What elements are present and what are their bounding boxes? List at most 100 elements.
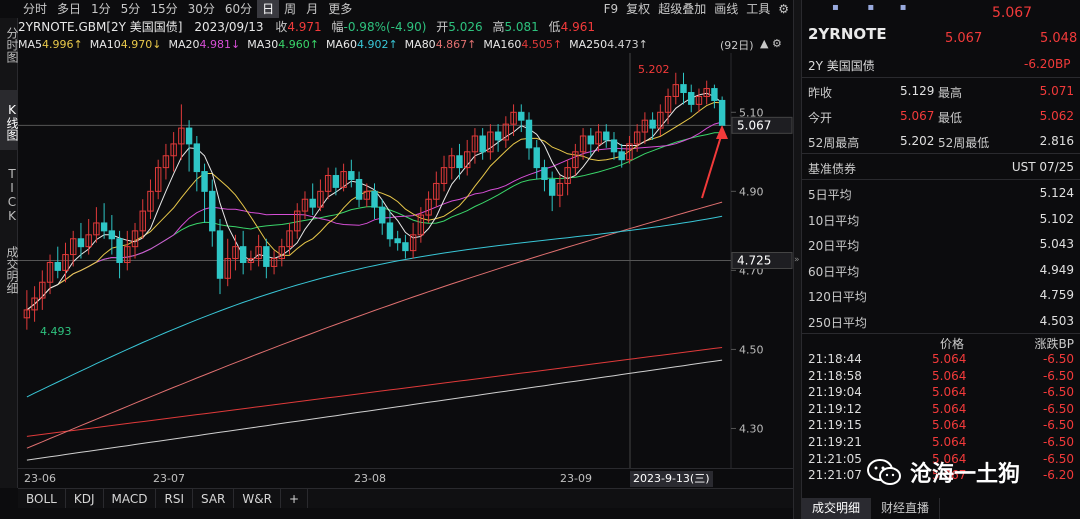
low-label: 低 <box>548 20 561 34</box>
collapse-legend-icon[interactable]: ▲ ⚙ <box>760 37 782 50</box>
price-tag: 4.725 <box>737 254 771 268</box>
tick-price: 5.067 <box>932 468 967 483</box>
candle-body <box>425 198 432 216</box>
avg-value: 5.102 <box>1039 211 1074 226</box>
left-tab-1[interactable]: K线图 <box>0 90 19 150</box>
candle-body <box>548 178 556 196</box>
symbol-label: 2YRNOTE.GBM[2Y 美国国债] <box>18 20 183 34</box>
left-tab-2[interactable]: TICK <box>5 167 19 223</box>
candle-body <box>664 95 672 113</box>
tick-bp: -6.50 <box>1042 435 1074 449</box>
candle-body <box>263 246 270 267</box>
indicator-tab-0[interactable]: BOLL <box>18 489 66 508</box>
bench-value: UST 07/25 <box>1011 160 1074 174</box>
high-value: 5.081 <box>504 20 539 34</box>
period-tab-7[interactable]: 日 <box>257 0 280 18</box>
indicator-tab-4[interactable]: SAR <box>193 489 235 508</box>
candle-body <box>340 171 347 188</box>
tick-time: 21:21:07 <box>808 468 862 483</box>
range-label[interactable]: (92日) <box>720 39 754 52</box>
tick-time: 21:18:58 <box>808 368 862 383</box>
avg-value: 5.124 <box>1039 186 1074 200</box>
tick-time: 21:18:44 <box>808 352 862 366</box>
candle-body <box>556 182 564 196</box>
candle-body <box>185 127 193 145</box>
period-tab-9[interactable]: 月 <box>306 2 319 16</box>
stat-row-2: 52周最高 5.202 52周最低 2.816 <box>808 129 1074 153</box>
period-tab-0[interactable]: 分时 <box>23 2 48 16</box>
wechat-icon <box>867 459 901 485</box>
chevron-right-icon: » <box>794 255 800 265</box>
tick-bp: -6.50 <box>1042 385 1074 400</box>
tool-1[interactable]: 复权 <box>626 2 651 16</box>
period-tab-3[interactable]: 5分 <box>120 2 141 16</box>
panel-tab-1[interactable]: 财经直播 <box>871 498 941 519</box>
tool-2[interactable]: 超级叠加 <box>658 2 707 16</box>
period-tab-10[interactable]: 更多 <box>328 2 353 16</box>
stat-value-a: 5.129 <box>900 84 935 98</box>
candle-body <box>77 238 85 248</box>
stat-value-a: 5.202 <box>900 134 935 148</box>
candle-body <box>301 198 309 212</box>
ma-name-5: MA80 <box>404 38 436 51</box>
period-tab-5[interactable]: 30分 <box>187 2 215 16</box>
tick-header-bp: 涨跌BP <box>1034 337 1074 351</box>
stat-row-0: 昨收 5.129 最高 5.071 <box>808 79 1074 103</box>
ma-value-6: 4.505↑ <box>521 38 563 51</box>
period-tab-2[interactable]: 1分 <box>91 2 111 16</box>
candle-body <box>688 92 695 105</box>
tick-bp: -6.50 <box>1042 451 1074 466</box>
candle-body <box>348 171 355 180</box>
avg-value: 5.043 <box>1039 237 1074 251</box>
candle-body <box>255 246 262 260</box>
tick-bp: -6.50 <box>1042 352 1074 366</box>
quote-side-panel: ▪ ▪ ▪ 5.067 2YRNOTE 5.067 5.048 2Y 美国国债 … <box>802 0 1080 519</box>
panel-top-price: 5.067 <box>992 5 1033 21</box>
candle-body <box>564 167 571 184</box>
stat-label-a: 昨收 <box>808 86 833 100</box>
panel-pin-icons[interactable]: ▪ ▪ ▪ <box>832 2 907 13</box>
indicator-tab-6[interactable]: + <box>281 489 308 508</box>
x-label-0: 23-06 <box>24 472 56 485</box>
avg-row-1: 10日平均 5.102 <box>808 207 1074 231</box>
left-tab-0[interactable]: 分时图 <box>5 27 19 63</box>
panel-tab-0[interactable]: 成交明细 <box>802 498 872 519</box>
candle-body <box>433 182 440 200</box>
ma80-line <box>26 201 723 449</box>
indicator-tab-2[interactable]: MACD <box>104 489 157 508</box>
settings-gear-icon[interactable]: ⚙ <box>778 2 789 16</box>
candle-body <box>487 131 494 153</box>
left-tab-3[interactable]: 成交明细 <box>5 246 19 294</box>
panel-subtitle: 2Y 美国国债 <box>808 59 875 73</box>
indicator-tab-5[interactable]: W&R <box>234 489 281 508</box>
period-tab-4[interactable]: 15分 <box>150 2 178 16</box>
tick-time: 21:19:15 <box>808 418 862 433</box>
candle-body <box>579 135 587 153</box>
indicator-tab-1[interactable]: KDJ <box>66 489 104 508</box>
tool-0[interactable]: F9 <box>603 2 619 16</box>
candle-body <box>510 111 517 125</box>
tool-4[interactable]: 工具 <box>746 2 771 16</box>
tool-3[interactable]: 画线 <box>714 2 739 16</box>
candle-body <box>216 230 224 279</box>
candle-body <box>224 258 231 279</box>
avg-label: 5日平均 <box>808 188 852 202</box>
panel-collapse-handle[interactable]: » <box>793 0 802 519</box>
period-tab-8[interactable]: 周 <box>284 2 297 16</box>
candle-body <box>309 198 316 208</box>
price-tag-box <box>731 252 793 269</box>
period-tab-1[interactable]: 多日 <box>57 2 82 16</box>
candle-body <box>603 131 610 141</box>
period-tab-6[interactable]: 60分 <box>224 2 253 16</box>
candle-body <box>471 135 479 153</box>
tick-bp: -6.50 <box>1042 418 1074 433</box>
candle-body <box>657 111 664 129</box>
indicator-tab-3[interactable]: RSI <box>156 489 193 508</box>
ma-value-5: 4.867↑ <box>435 38 477 51</box>
tick-price: 5.064 <box>932 352 967 366</box>
candle-body <box>595 131 602 145</box>
candle-body <box>193 143 201 173</box>
candle-body <box>124 246 131 263</box>
candle-body <box>518 111 525 121</box>
